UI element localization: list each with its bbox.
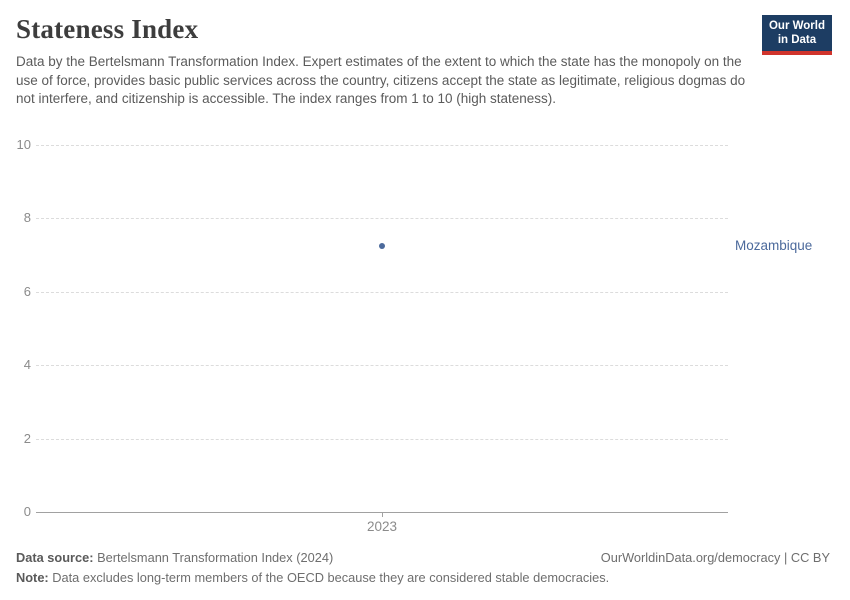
owid-logo[interactable]: Our World in Data [761,15,832,55]
gridline [36,365,728,367]
owid-logo-line1: Our World [768,20,825,32]
chart-footer: Data source: Bertelsmann Transformation … [16,548,830,588]
chart-header: Stateness Index Data by the Bertelsmann … [16,14,761,109]
footer-row-source: Data source: Bertelsmann Transformation … [16,548,830,568]
y-axis-tick-label: 6 [23,283,31,299]
chart-subtitle: Data by the Bertelsmann Transformation I… [16,54,746,106]
owid-logo-line2: in Data [777,33,817,46]
note-value: Data excludes long-term members of the O… [48,570,610,585]
y-axis-tick-label: 10 [16,137,31,152]
gridline [36,145,728,146]
y-axis-tick-label: 8 [23,210,31,226]
y-axis-tick-label: 4 [23,357,31,373]
data-source-label: Data source: [16,550,94,565]
gridline [36,291,728,293]
y-axis-tick-label: 0 [23,504,31,519]
rights-link[interactable]: OurWorldinData.org/democracy | CC BY [600,550,830,565]
entity-label-mozambique[interactable]: Mozambique [735,237,813,253]
x-axis-tick-mark [382,512,383,517]
y-axis-tick-label: 2 [23,430,31,446]
footer-row-note: Note: Data excludes long-term members of… [16,568,830,588]
data-source-text: Data source: Bertelsmann Transformation … [16,548,333,568]
chart-title: Stateness Index [16,14,199,44]
data-source-value: Bertelsmann Transformation Index (2024) [93,550,334,565]
gridline [36,218,728,220]
data-point-mozambique[interactable] [379,242,385,249]
x-axis-tick-label: 2023 [366,519,398,534]
note-label: Note: [16,570,49,585]
gridline [36,438,728,440]
